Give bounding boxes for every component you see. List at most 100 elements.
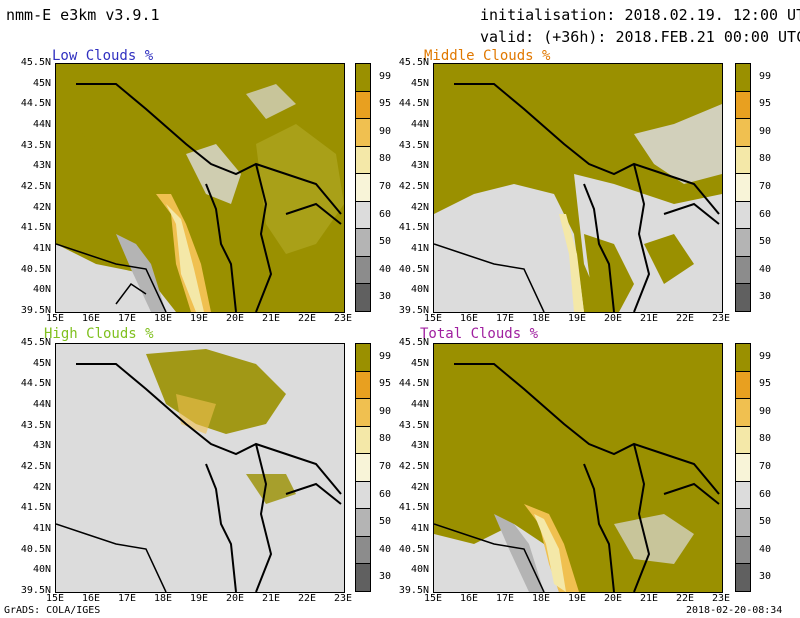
lat-label: 43N (410, 440, 429, 452)
lon-label: 23E (333, 313, 353, 324)
colorbar-middle: 99 95 90 80 70 60 50 40 30 (735, 63, 771, 312)
colorbar-label: 70 (379, 181, 392, 192)
colorbar-label: 40 (759, 543, 772, 555)
colorbar-label: 30 (759, 571, 772, 583)
lat-label: 43N (32, 160, 51, 172)
colorbar-segment (355, 508, 371, 537)
lat-label: 42N (32, 481, 51, 493)
lat-label: 41N (32, 243, 51, 254)
lon-label: 22E (297, 593, 317, 604)
colorbar-segment (355, 535, 371, 565)
colorbar-label: 95 (759, 98, 772, 110)
colorbar-segment (355, 283, 371, 312)
lat-label: 45.5N (398, 337, 429, 348)
lat-label: 41N (410, 243, 429, 254)
lon-label: 15E (45, 313, 65, 324)
colorbar-label: 99 (759, 70, 772, 82)
colorbar-segment (355, 563, 371, 592)
colorbar-label: 99 (759, 350, 772, 362)
colorbar-label: 80 (379, 153, 392, 165)
lat-label: 42.5N (398, 461, 429, 472)
lat-label: 42N (410, 481, 429, 493)
colorbar-segment (735, 563, 751, 592)
lat-label: 39.5N (398, 305, 429, 316)
lat-label: 40.5N (20, 543, 51, 555)
lon-label: 17E (495, 313, 515, 324)
lat-label: 45N (410, 357, 429, 369)
map-low-clouds (55, 63, 345, 313)
colorbar-segment (355, 343, 371, 372)
colorbar-label: 30 (379, 571, 392, 583)
colorbar-label: 95 (759, 378, 772, 390)
lat-label: 45N (410, 77, 429, 89)
colorbar-label: 90 (759, 405, 772, 417)
colorbar-segment (735, 283, 751, 312)
colorbar-segment (355, 63, 371, 92)
lat-label: 42N (32, 201, 51, 213)
colorbar-label: 60 (379, 208, 392, 220)
panel-title-middle: Middle Clouds % (424, 48, 551, 64)
lat-label: 39.5N (20, 305, 51, 316)
lat-label: 45.5N (20, 337, 51, 348)
panel-title-high: High Clouds % (44, 326, 154, 342)
model-header: nmm-E e3km v3.9.1 (6, 6, 160, 24)
colorbar-label: 80 (759, 153, 772, 165)
colorbar-segment (735, 145, 751, 175)
lat-label: 40N (410, 284, 429, 296)
colorbar-label: 30 (759, 291, 772, 303)
lat-label: 42.5N (20, 181, 51, 192)
colorbar-label: 95 (379, 378, 392, 390)
lon-label: 18E (153, 593, 173, 604)
colorbar-segment (735, 343, 751, 372)
colorbar-segment (355, 425, 371, 455)
colorbar-high: 99 95 90 80 70 60 50 40 30 (355, 343, 391, 592)
valid-header: valid: (+36h): 2018.FEB.21 00:00 UTC (480, 28, 800, 46)
colorbar-segment (735, 200, 751, 230)
lat-label: 41.5N (20, 502, 51, 514)
lat-label: 41.5N (398, 222, 429, 234)
colorbar-segment (355, 118, 371, 147)
init-header: initialisation: 2018.02.19. 12:00 UTC (480, 6, 800, 24)
colorbar-label: 99 (379, 70, 392, 82)
colorbar-segment (735, 118, 751, 147)
colorbar-segment (735, 425, 751, 455)
lat-label: 44N (410, 119, 429, 130)
lon-label: 16E (459, 313, 479, 324)
lon-label: 17E (117, 313, 137, 324)
colorbar-segment (355, 145, 371, 175)
lat-label: 43.5N (398, 139, 429, 151)
colorbar-label: 40 (759, 263, 772, 275)
lat-label: 41.5N (398, 502, 429, 514)
colorbar-label: 95 (379, 98, 392, 110)
colorbar-label: 70 (759, 181, 772, 192)
lon-label: 20E (225, 313, 245, 324)
lon-label: 17E (495, 593, 515, 604)
colorbar-label: 90 (379, 125, 392, 137)
panel-title-total: Total Clouds % (420, 326, 539, 342)
colorbar-segment (735, 480, 751, 510)
colorbar-segment (355, 90, 371, 120)
colorbar-segment (735, 508, 751, 537)
lat-label: 41N (410, 523, 429, 534)
lat-label: 40N (32, 564, 51, 576)
lat-label: 43N (32, 440, 51, 452)
colorbar-segment (735, 453, 751, 482)
lon-label: 19E (567, 313, 587, 324)
lat-label: 41N (32, 523, 51, 534)
lat-label: 40N (32, 284, 51, 296)
lat-label: 44.5N (398, 98, 429, 110)
lon-label: 22E (675, 593, 695, 604)
colorbar-label: 60 (379, 488, 392, 500)
lat-label: 40.5N (20, 263, 51, 275)
colorbar-label: 40 (379, 263, 392, 275)
colorbar-segment (735, 63, 751, 92)
footer-credit: GrADS: COLA/IGES (4, 605, 101, 616)
lat-label: 44.5N (20, 378, 51, 390)
lon-label: 22E (297, 313, 317, 324)
lon-label: 16E (81, 593, 101, 604)
lon-label: 15E (423, 313, 443, 324)
lon-label: 21E (639, 313, 659, 324)
lon-label: 18E (153, 313, 173, 324)
colorbar-label: 70 (379, 461, 392, 472)
lon-label: 22E (675, 313, 695, 324)
